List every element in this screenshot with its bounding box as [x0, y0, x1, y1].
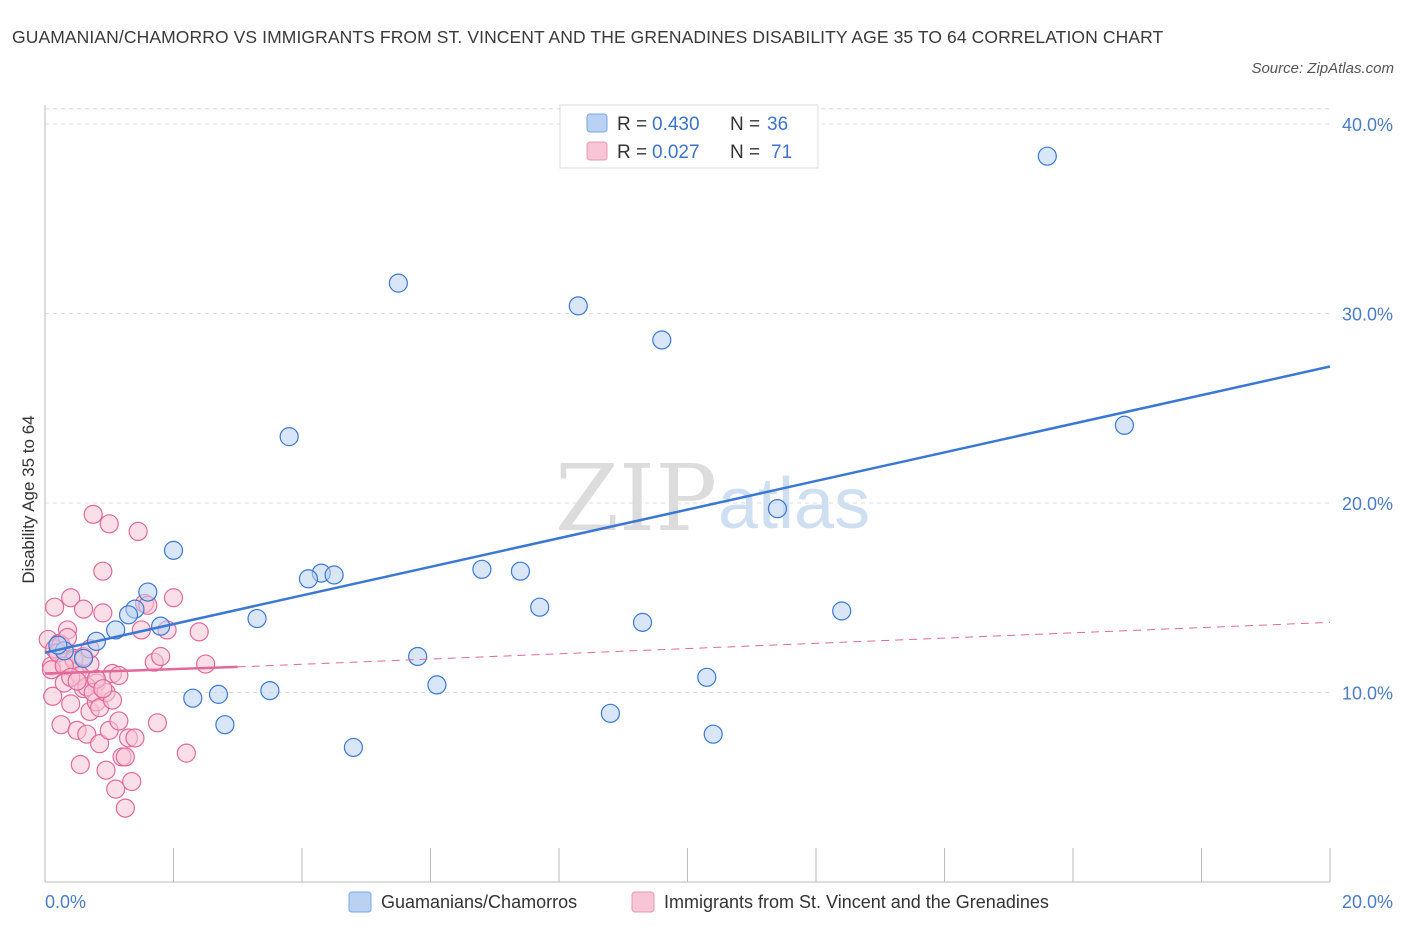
legend-box: R = 0.430 N = 36 R = 0.027 N = 71	[559, 104, 819, 169]
pink-point-49	[189, 622, 209, 642]
blue-point-24	[632, 612, 653, 632]
pink-point-47	[163, 588, 184, 608]
legend-r-label-1: R =	[617, 114, 647, 135]
blue-point-28	[767, 499, 788, 519]
tick-labels: 10.0% 20.0% 30.0% 40.0% 0.0% 20.0%	[45, 115, 1393, 912]
blue-point-12	[279, 427, 299, 447]
pink-point-7	[51, 715, 71, 735]
pink-point-25	[90, 734, 110, 754]
blue-point-5	[138, 582, 158, 602]
legend-r-label-2: R =	[617, 142, 647, 163]
blue-point-26	[697, 667, 717, 687]
pink-point-32	[106, 779, 126, 799]
chart-title: GUAMANIAN/CHAMORRO VS IMMIGRANTS FROM ST…	[12, 27, 1164, 47]
blue-point-7	[163, 540, 184, 560]
blue-trend-line	[44, 365, 1331, 654]
blue-point-15	[343, 737, 363, 758]
legend-n-label-1: N =	[730, 114, 760, 135]
blue-point-10	[247, 608, 267, 629]
series-legend-swatch-pink	[631, 891, 655, 913]
pink-point-45	[151, 646, 171, 667]
pink-point-29	[99, 514, 119, 534]
blue-point-25	[652, 330, 672, 350]
pink-trend-line	[44, 665, 238, 675]
legend-r-value-2: 0.027	[652, 142, 700, 163]
pink-point-71	[93, 679, 113, 699]
blue-point-16	[388, 273, 408, 293]
blue-point-33	[73, 648, 94, 668]
trend-lines	[44, 365, 1331, 675]
blue-point-22	[568, 296, 588, 316]
blue-point-9	[215, 715, 235, 735]
blue-point-27	[703, 724, 723, 744]
blue-point-3	[106, 620, 126, 640]
pink-point-44	[147, 713, 168, 733]
pink-point-50	[196, 654, 216, 674]
series-legend: Guamanians/Chamorros Immigrants from St.…	[348, 891, 1049, 913]
blue-point-19	[472, 559, 492, 579]
series-legend-swatch-blue	[348, 891, 372, 913]
legend-r-value-1: 0.430	[652, 114, 700, 135]
y-tick-label-2: 20.0%	[1342, 494, 1393, 514]
blue-series-points	[48, 146, 1135, 758]
blue-point-35	[298, 569, 319, 589]
pink-point-11	[61, 588, 81, 608]
pink-point-3	[43, 686, 63, 706]
pink-point-33	[109, 665, 129, 686]
pink-point-35	[115, 747, 135, 767]
source-label: Source: ZipAtlas.com	[1251, 60, 1394, 77]
y-tick-label-1: 10.0%	[1342, 683, 1393, 703]
blue-point-32	[118, 605, 139, 625]
blue-point-17	[408, 646, 428, 667]
pink-point-38	[125, 728, 145, 748]
pink-point-48	[176, 743, 196, 763]
blue-point-11	[260, 680, 280, 701]
x-tick-label-max: 20.0%	[1342, 892, 1393, 912]
pink-point-61	[109, 711, 129, 731]
blue-point-29	[832, 601, 852, 621]
pink-point-17	[73, 599, 94, 619]
watermark-atlas: atlas	[718, 464, 870, 544]
grid-lines	[45, 108, 1330, 693]
pink-point-4	[45, 597, 65, 617]
legend-n-value-1: 36	[767, 114, 788, 135]
pink-trend-extension	[237, 621, 1331, 668]
pink-point-39	[128, 521, 148, 542]
blue-point-20	[510, 561, 531, 581]
blue-point-30	[1037, 146, 1057, 166]
legend-swatch-pink	[586, 141, 608, 161]
blue-point-18	[427, 675, 447, 695]
blue-point-21	[530, 597, 550, 617]
pink-point-12	[61, 694, 81, 714]
blue-point-34	[208, 684, 229, 704]
pink-point-19	[77, 724, 97, 744]
watermark: ZIP atlas	[555, 445, 870, 552]
axes	[44, 105, 1331, 883]
legend-n-label-2: N =	[730, 142, 760, 163]
x-tick-label-min: 0.0%	[45, 892, 86, 912]
pink-point-62	[115, 798, 135, 818]
blue-point-14	[324, 565, 344, 585]
pink-point-28	[96, 760, 116, 780]
pink-point-22	[83, 504, 103, 524]
series-legend-label-pink: Immigrants from St. Vincent and the Gren…	[664, 892, 1049, 912]
pink-point-37	[122, 771, 142, 792]
series-legend-label-blue: Guamanians/Chamorros	[381, 892, 577, 912]
legend-swatch-blue	[586, 113, 608, 133]
blue-point-8	[183, 688, 203, 708]
y-axis-label: Disability Age 35 to 64	[19, 415, 38, 583]
watermark-zip: ZIP	[555, 445, 717, 552]
blue-point-31	[1114, 415, 1135, 435]
pink-point-26	[93, 561, 113, 581]
pink-point-67	[67, 671, 87, 691]
pink-series-points	[38, 504, 216, 818]
legend-n-value-2: 71	[771, 142, 792, 163]
pink-point-27	[93, 603, 113, 623]
blue-point-23	[600, 703, 621, 723]
y-tick-label-4: 40.0%	[1342, 115, 1393, 135]
y-tick-label-3: 30.0%	[1342, 304, 1393, 324]
pink-point-16	[70, 754, 90, 775]
